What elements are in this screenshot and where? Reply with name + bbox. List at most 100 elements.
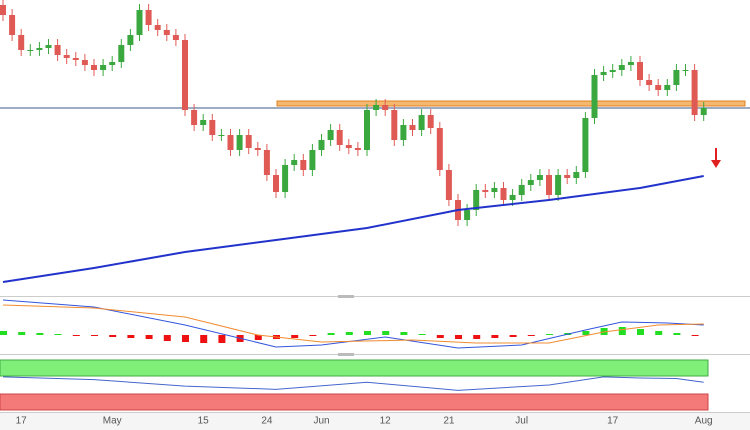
x-tick-label: 24 — [261, 416, 273, 427]
candle-body — [691, 70, 698, 115]
macd-histogram-bar — [327, 333, 335, 335]
macd-histogram-bar — [418, 334, 426, 335]
macd-histogram-bar — [527, 335, 535, 336]
candle-body — [682, 70, 689, 71]
resize-handle — [338, 353, 354, 356]
resistance-band — [276, 100, 746, 107]
candle-body — [291, 160, 298, 165]
x-tick-label: 17 — [16, 416, 28, 427]
macd-histogram-bar — [400, 332, 408, 335]
candle-body — [637, 62, 643, 80]
candle-body — [400, 125, 407, 140]
macd-histogram-bar — [582, 331, 590, 335]
candle-body — [18, 35, 25, 50]
candle-body — [118, 45, 125, 62]
candle-body — [127, 35, 134, 45]
candle-body — [373, 105, 380, 110]
x-axis-strip — [0, 412, 750, 430]
candle-body — [673, 70, 680, 85]
candle-body — [0, 5, 6, 15]
x-tick-label: 17 — [607, 416, 619, 427]
candle-body — [209, 120, 216, 135]
candle-body — [436, 128, 443, 170]
candle-body — [391, 110, 398, 140]
x-tick-label: 12 — [380, 416, 392, 427]
candle-body — [273, 175, 279, 192]
macd-histogram-bar — [618, 327, 626, 335]
candle-body — [445, 170, 452, 200]
macd-histogram-bar — [546, 334, 553, 335]
candle-body — [427, 115, 434, 128]
candle-body — [655, 85, 662, 90]
macd-histogram-bar — [72, 335, 80, 336]
macd-histogram-bar — [36, 333, 44, 335]
candle-body — [409, 125, 416, 130]
macd-histogram-bar — [0, 331, 7, 335]
x-tick-label: Aug — [695, 416, 713, 427]
macd-histogram-bar — [163, 335, 171, 341]
candle-body — [546, 175, 552, 195]
candle-body — [627, 62, 634, 65]
candle-body — [646, 80, 653, 85]
candle-body — [527, 180, 534, 185]
candle-body — [418, 115, 425, 130]
candle-body — [91, 65, 97, 70]
candle-body — [309, 150, 316, 170]
candle-body — [72, 58, 79, 60]
candle-body — [336, 130, 343, 145]
macd-histogram-bar — [254, 335, 262, 340]
candle-body — [218, 135, 225, 136]
rsi-line — [2, 376, 704, 391]
candle-body — [518, 185, 525, 195]
candle-body — [81, 60, 88, 65]
macd-histogram-bar — [655, 331, 663, 335]
macd-histogram-bar — [127, 335, 135, 338]
candle-body — [172, 35, 179, 40]
macd-histogram-bar — [382, 331, 390, 335]
macd-histogram-bar — [182, 335, 189, 342]
macd-histogram-bar — [54, 334, 62, 335]
candle-body — [182, 40, 188, 110]
x-tick-label: Jun — [313, 416, 329, 427]
x-tick-label: May — [103, 416, 122, 427]
macd-histogram-bar — [637, 329, 644, 335]
candle-body — [609, 70, 616, 72]
macd-histogram-bar — [491, 335, 499, 338]
macd-histogram-bar — [200, 335, 208, 343]
macd-histogram-bar — [473, 335, 481, 339]
candle-body — [200, 120, 207, 125]
candle-body — [54, 45, 61, 55]
candle-body — [263, 150, 270, 175]
candle-body — [318, 140, 325, 150]
candle-body — [482, 190, 489, 192]
candle-body — [236, 135, 243, 150]
candle-body — [136, 10, 143, 35]
macd-line — [2, 299, 704, 349]
resize-handle — [338, 295, 354, 298]
candle-body — [473, 190, 480, 210]
candle-body — [700, 108, 707, 115]
candle-body — [9, 15, 16, 35]
macd-histogram-bar — [673, 333, 681, 335]
macd-histogram-bar — [145, 335, 153, 339]
candle-body — [364, 110, 370, 150]
candle-body — [382, 105, 389, 110]
candle-body — [109, 62, 116, 65]
macd-histogram-bar — [436, 335, 444, 338]
macd-histogram-bar — [218, 335, 226, 343]
oversold-zone — [0, 393, 709, 411]
candle-body — [500, 188, 507, 200]
overbought-zone — [0, 359, 709, 377]
x-tick-label: 21 — [443, 416, 455, 427]
candle-body — [555, 175, 562, 195]
x-tick-label: 15 — [198, 416, 210, 427]
macd-histogram-bar — [691, 335, 699, 336]
candle-body — [191, 110, 198, 125]
candle-body — [45, 45, 52, 48]
arrow-head — [711, 160, 721, 168]
macd-histogram-bar — [91, 335, 98, 336]
macd-histogram-bar — [291, 335, 299, 338]
macd-histogram-bar — [109, 335, 117, 337]
candle-body — [27, 50, 34, 51]
